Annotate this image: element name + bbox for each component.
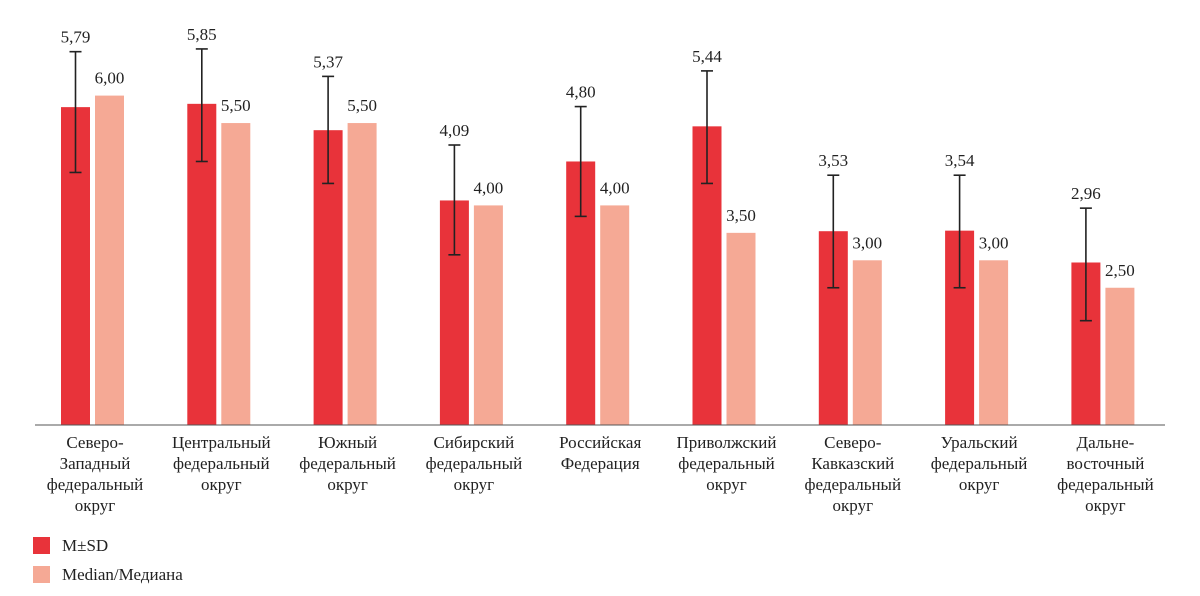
legend-swatch-m-sd	[33, 537, 50, 554]
bar-median	[852, 260, 882, 425]
legend: M±SD Median/Медиана	[33, 536, 183, 584]
value-labels-layer: 5,79 6,00 5,85 5,50 5,37 5,50 4,09 4,00 4,80 4,00…	[61, 25, 1135, 280]
value-label-median: 5,50	[221, 96, 251, 115]
bar-median	[347, 123, 377, 426]
category-label: Южный федеральный округ	[299, 433, 396, 494]
category-label: Приволжский федеральный округ	[677, 433, 777, 494]
value-label-median: 3,50	[726, 206, 756, 225]
category-label-line: федеральный	[299, 454, 396, 473]
category-label-line: Западный	[60, 454, 131, 473]
bar-median	[221, 123, 251, 426]
category-label-line: округ	[75, 496, 116, 515]
category-label-line: округ	[454, 475, 495, 494]
bar-median	[95, 95, 124, 425]
category-label-line: федеральный	[47, 475, 144, 494]
value-label-m-sd: 5,37	[313, 52, 343, 71]
category-label-line: Кавказский	[811, 454, 894, 473]
bar-median	[1105, 287, 1135, 425]
category-label-line: округ	[1085, 496, 1126, 515]
error-bars-layer	[69, 48, 1092, 322]
category-label-line: федеральный	[1057, 475, 1154, 494]
value-label-median: 2,50	[1105, 261, 1135, 280]
category-label-line: федеральный	[426, 454, 523, 473]
value-label-median: 6,00	[95, 69, 125, 88]
category-labels-layer: Северо-Западный федеральный округЦентральн…	[47, 433, 1154, 515]
category-label: Северо- Кавказский федеральный округ	[805, 433, 902, 515]
category-label-line: Северо-	[824, 433, 882, 452]
value-label-median: 3,00	[852, 233, 882, 252]
value-label-median: 4,00	[474, 178, 504, 197]
category-label-line: федеральный	[678, 454, 775, 473]
category-label: Уральский федеральный округ	[931, 433, 1028, 494]
category-label-line: Уральский	[941, 433, 1018, 452]
category-label: Северо- Западный федеральный округ	[47, 433, 144, 515]
value-label-m-sd: 4,09	[440, 121, 470, 140]
value-label-m-sd: 3,54	[945, 151, 975, 170]
category-label-line: федеральный	[173, 454, 270, 473]
category-label-line: Дальне-	[1076, 433, 1134, 452]
category-label-line: Федерация	[561, 454, 640, 473]
value-label-median: 4,00	[600, 178, 630, 197]
category-label-line: федеральный	[805, 475, 902, 494]
category-label: Российская Федерация	[559, 433, 641, 473]
bar-median	[473, 205, 503, 425]
category-label-line: восточный	[1066, 454, 1144, 473]
category-label-line: округ	[327, 475, 368, 494]
category-label-line: округ	[201, 475, 242, 494]
category-label-line: Российская	[559, 433, 641, 452]
value-label-m-sd: 5,85	[187, 25, 217, 44]
category-label-line: Северо-	[66, 433, 124, 452]
legend-label-m-sd: M±SD	[62, 536, 108, 555]
category-label-line: округ	[959, 475, 1000, 494]
value-label-m-sd: 4,80	[566, 83, 596, 102]
value-label-m-sd: 2,96	[1071, 184, 1101, 203]
value-label-m-sd: 5,44	[692, 47, 722, 66]
category-label-line: Южный	[318, 433, 377, 452]
legend-swatch-median	[33, 566, 50, 583]
category-label: Дальне-восточный федеральный округ	[1057, 433, 1154, 515]
value-label-median: 3,00	[979, 233, 1009, 252]
value-label-m-sd: 5,79	[61, 28, 91, 47]
category-label-line: Сибирский	[434, 433, 515, 452]
category-label: Сибирский федеральный округ	[426, 433, 523, 494]
category-label-line: Приволжский	[677, 433, 777, 452]
bar-median	[600, 205, 630, 425]
category-label-line: округ	[706, 475, 747, 494]
value-label-m-sd: 3,53	[818, 151, 848, 170]
bar-median	[726, 232, 756, 425]
category-label-line: округ	[833, 496, 874, 515]
legend-label-median: Median/Медиана	[62, 565, 183, 584]
bars-layer	[61, 95, 1135, 426]
category-label-line: Центральный	[172, 433, 271, 452]
bar-median	[979, 260, 1009, 425]
value-label-median: 5,50	[347, 96, 377, 115]
category-label: Центральный федеральный округ	[172, 433, 271, 494]
category-label-line: федеральный	[931, 454, 1028, 473]
